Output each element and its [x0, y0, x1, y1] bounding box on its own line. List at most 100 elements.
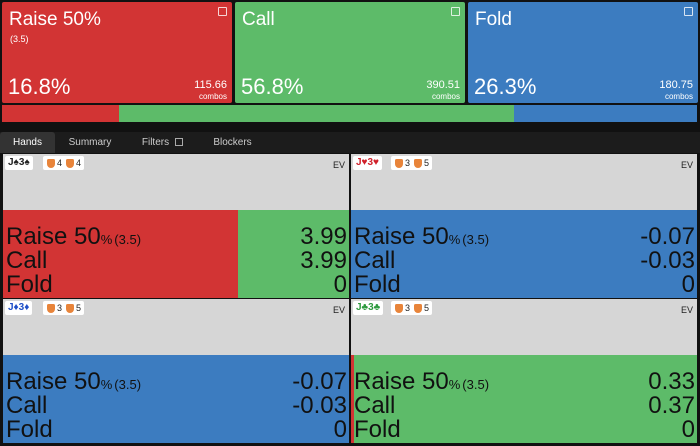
card-icon[interactable] [451, 7, 460, 16]
combos-value: 180.75 [659, 79, 693, 91]
tab-icon [175, 138, 184, 147]
hand-cell[interactable]: J♥3♥ 3 5 EV Raise 50% (3.5) -0.07 Call -0.03 Fold… [351, 154, 697, 298]
strategy-segment [238, 210, 349, 298]
strategy-row: Fold 0 [6, 273, 347, 297]
hand-cell[interactable]: J♣3♣ 3 5 EV Raise 50% (3.5) 0.33 Call 0.37 Fold 0 [351, 299, 697, 443]
strategy-row: Raise 50% (3.5) -0.07 [354, 225, 695, 249]
hand-cell[interactable]: J♦3♦ 3 5 EV Raise 50% (3.5) -0.07 Call -0.03 Fold… [3, 299, 349, 443]
combos-label: combos [431, 92, 460, 101]
row-action: Call [6, 247, 48, 274]
strategy-segment [351, 210, 697, 298]
strategy-row: Fold 0 [354, 273, 695, 297]
action-title: Call [242, 9, 275, 30]
strategy-row: Call 3.99 [6, 249, 347, 273]
blocker-icon [66, 159, 75, 169]
strategy-row: Call -0.03 [6, 394, 347, 418]
tab-label: Hands [13, 137, 42, 148]
combos-label: combos [198, 92, 227, 101]
action-card: Call 56.8% 390.51 combos [235, 2, 465, 103]
row-ev: 0 [333, 271, 347, 298]
blocker-count: 5 [76, 303, 82, 313]
row-unit: % [448, 377, 461, 392]
hand-cards: J♦3♦ [5, 301, 33, 315]
row-size: (3.5) [114, 377, 142, 392]
strategy-segment [3, 355, 349, 443]
strategy-bar [351, 210, 697, 298]
strategy-row: Raise 50% (3.5) 0.33 [354, 370, 695, 394]
row-ev: -0.03 [292, 392, 347, 419]
tab[interactable]: Hands [0, 132, 55, 153]
action-card: Raise 50% (3.5) 16.8% 115.66 combos [2, 2, 232, 103]
blocker-count: 3 [405, 158, 411, 168]
action-frequency: 56.8% [241, 74, 304, 99]
strategy-bar [351, 355, 697, 443]
ev-label: EV [332, 160, 345, 170]
row-action: Raise 50 [354, 368, 449, 395]
row-unit: % [100, 232, 113, 247]
row-action: Call [354, 392, 396, 419]
blocker-count: 4 [57, 158, 63, 168]
row-size: (3.5) [114, 232, 142, 247]
hand-cards: J♣3♣ [353, 301, 384, 315]
blocker-count: 3 [405, 303, 411, 313]
row-ev: -0.03 [640, 247, 695, 274]
hand-cards: J♠3♠ [5, 156, 33, 170]
row-action: Fold [6, 416, 53, 443]
blocker-icon [47, 304, 55, 314]
strategy-row: Call 0.37 [354, 394, 695, 418]
card-icon[interactable] [684, 7, 693, 16]
row-size: (3.5) [462, 377, 490, 392]
row-action: Raise 50 [354, 223, 449, 250]
row-action: Raise 50 [6, 223, 101, 250]
frequency-segment [514, 105, 698, 122]
row-ev: 0 [333, 416, 347, 443]
blocker-icon [47, 159, 55, 169]
ev-label: EV [332, 305, 345, 315]
tab[interactable]: Summary [55, 132, 125, 153]
blocker-count: 3 [57, 303, 63, 313]
strategy-row: Fold 0 [354, 418, 695, 442]
hand-cards: J♥3♥ [353, 156, 382, 170]
strategy-segment [3, 210, 239, 298]
row-action: Call [354, 247, 396, 274]
strategy-row: Raise 50% (3.5) 3.99 [6, 225, 347, 249]
blocker-count: 5 [424, 158, 430, 168]
frequency-bar [2, 105, 698, 122]
row-unit: % [448, 232, 461, 247]
blocker-icon [395, 304, 403, 314]
blocker-count: 4 [76, 158, 82, 168]
row-ev: 0 [681, 416, 695, 443]
tab[interactable]: Filters [125, 132, 200, 153]
strategy-segment [354, 355, 697, 443]
row-ev: 0.37 [648, 392, 695, 419]
blocker-icon [395, 159, 403, 169]
blocker-icon [66, 304, 75, 314]
row-ev: 3.99 [300, 223, 347, 250]
tab[interactable]: Blockers [200, 132, 265, 153]
action-title: Raise 50% [9, 9, 101, 30]
frequency-segment [118, 105, 515, 122]
strategy-row: Call -0.03 [354, 249, 695, 273]
hand-cell[interactable]: J♠3♠ 4 4 EV Raise 50% (3.5) 3.99 Call 3.99 Fold 0 [3, 154, 349, 298]
row-action: Fold [354, 271, 401, 298]
ev-label: EV [680, 160, 693, 170]
blocker-icon [414, 304, 423, 314]
strategy-bar [3, 355, 349, 443]
action-size: (3.5) [10, 34, 29, 44]
action-frequency: 26.3% [474, 74, 537, 99]
row-ev: -0.07 [640, 223, 695, 250]
strategy-row: Fold 0 [6, 418, 347, 442]
strategy-row: Raise 50% (3.5) -0.07 [6, 370, 347, 394]
combos-label: combos [664, 92, 693, 101]
combos-value: 390.51 [426, 79, 460, 91]
row-size: (3.5) [462, 232, 490, 247]
tab-bar: Hands Summary Filters Blockers [0, 132, 700, 153]
action-card: Fold 26.3% 180.75 combos [468, 2, 698, 103]
row-ev: -0.07 [292, 368, 347, 395]
card-icon[interactable] [218, 7, 227, 16]
